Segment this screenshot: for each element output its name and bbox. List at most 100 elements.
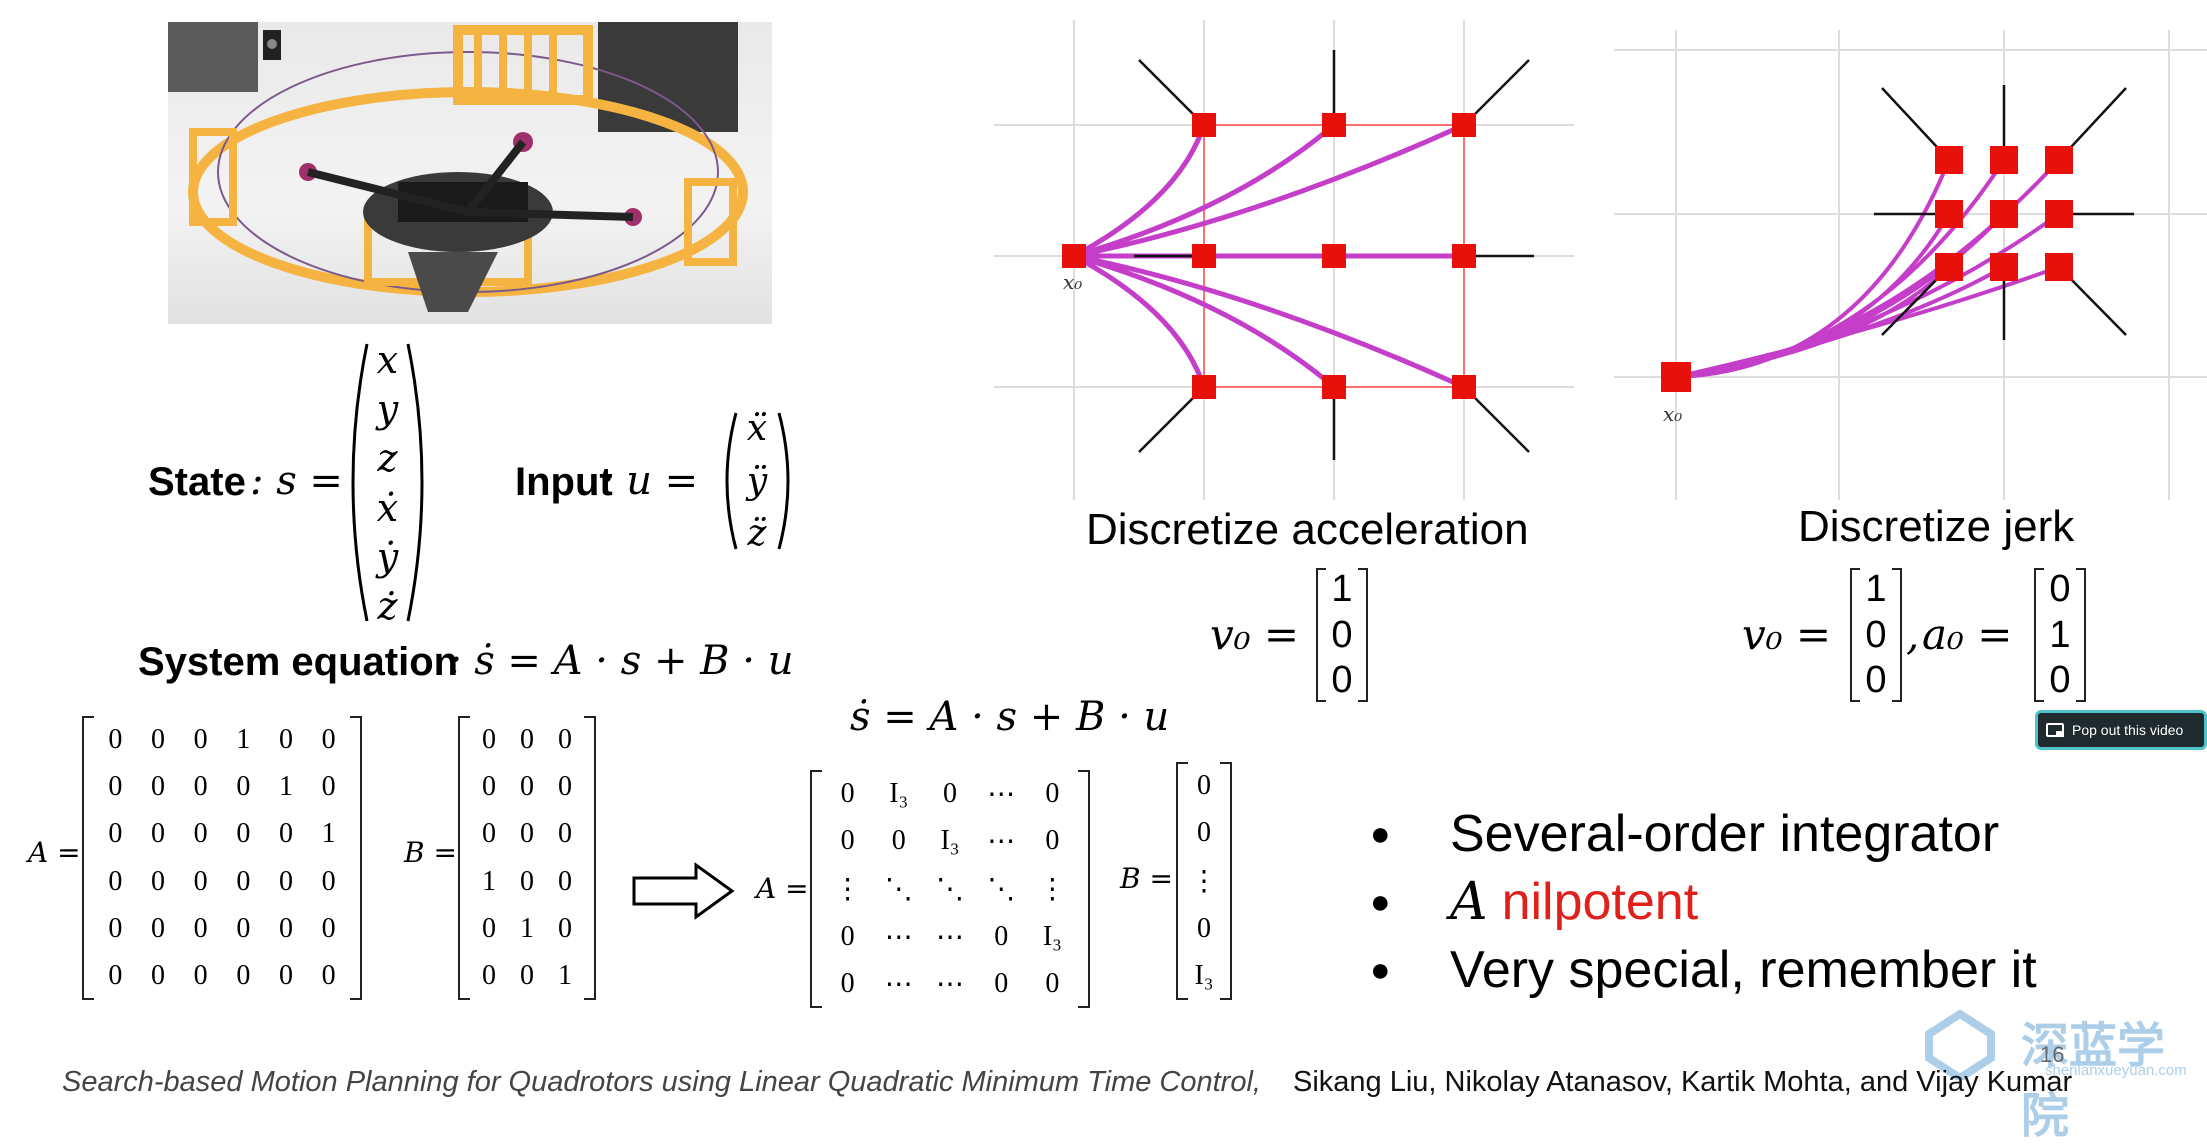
matrix-cell: ⋱	[935, 873, 964, 905]
vector-entry: 0	[1865, 659, 1887, 701]
matrix-cell: 1	[236, 723, 251, 755]
matrix-cell: 0	[236, 912, 251, 944]
matrix-cell: ⋯	[987, 826, 1016, 858]
compact-matrix-a: 0 I₃ 0 ⋯ 0 0 0 I₃ ⋯ 0 ⋮ ⋱ ⋱ ⋱ ⋮ 0 ⋯ ⋯ 0 I₃ 0 ⋯ ⋯ 0 0	[810, 770, 1090, 1008]
state-entry: ẏ	[376, 534, 399, 579]
matrix-cell: 0	[558, 818, 572, 850]
vector-entry: 0	[2049, 659, 2071, 701]
jerk-separator: ,	[1906, 610, 1920, 659]
matrix-cell: 0	[482, 770, 496, 802]
quadrotor-photo	[168, 22, 772, 324]
popout-icon	[2046, 723, 2064, 737]
matrix-cell: ⋯	[884, 921, 913, 953]
matrix-cell: 0	[150, 770, 165, 802]
matrix-cell: ⋯	[935, 921, 964, 953]
matrix-cell: 0	[150, 865, 165, 897]
bracket-right	[1078, 770, 1090, 1008]
accel-v0-vector: 1 0 0	[1316, 568, 1368, 702]
matrix-cell: 0	[278, 912, 293, 944]
matrix-cell: 0	[520, 865, 534, 897]
watermark-url: shenlanxueyuan.com	[2045, 1062, 2187, 1079]
matrix-cell: 0	[482, 912, 496, 944]
matrix-cell: 0	[1197, 912, 1211, 944]
matrix-cell: 0	[321, 723, 336, 755]
bullet-text: Several-order integrator	[1450, 805, 2000, 863]
matrix-cell: 0	[278, 723, 293, 755]
state-entry: ż	[377, 583, 398, 628]
vector-entry: 0	[1331, 613, 1353, 656]
jerk-x0-label: x₀	[1663, 402, 1683, 426]
quadrotor-illustration	[168, 22, 748, 312]
matrix-cell: 0	[482, 723, 496, 755]
matrix-cell: 0	[193, 723, 208, 755]
state-vector-entries: x y z ẋ ẏ ż	[365, 338, 410, 628]
matrix-cell: 0	[994, 920, 1009, 952]
matrix-cell: 1	[321, 818, 336, 850]
matrix-cell: 0	[321, 770, 336, 802]
matrix-cell: 0	[1197, 769, 1211, 801]
matrix-cell: ⋱	[987, 873, 1016, 905]
jerk-a0-vector: 0 1 0	[2034, 568, 2086, 702]
matrix-cell: ⋮	[1190, 865, 1218, 897]
bracket-left	[2034, 568, 2044, 702]
matrix-cell: 0	[1045, 825, 1060, 857]
state-label: State	[148, 460, 246, 504]
matrix-cell: 0	[150, 818, 165, 850]
matrix-cell: 0	[1197, 817, 1211, 849]
bullet-dot: ●	[1370, 950, 1391, 989]
matrix-cell: 0	[108, 912, 123, 944]
matrix-cell: 0	[891, 825, 906, 857]
bracket-left	[1850, 568, 1860, 702]
bracket-right	[1892, 568, 1902, 702]
citation-authors: Sikang Liu, Nikolay Atanasov, Kartik Moh…	[1293, 1066, 2073, 1098]
matrix-cell: 0	[520, 960, 534, 992]
matrix-cell: I₃	[940, 825, 960, 857]
pop-out-label: Pop out this video	[2072, 722, 2184, 738]
state-vector-parens	[351, 343, 424, 622]
matrix-cell: 0	[150, 723, 165, 755]
matrix-cell: I₃	[1194, 960, 1214, 992]
bullet-item: ● A nilpotent	[1370, 868, 2037, 936]
bracket-right	[2076, 568, 2086, 702]
matrix-cell: 1	[520, 912, 534, 944]
matrix-cell: 0	[482, 818, 496, 850]
matrix-cell: 0	[108, 723, 123, 755]
matrix-cell: 0	[520, 770, 534, 802]
pop-out-video-button[interactable]: Pop out this video	[2035, 710, 2207, 750]
vector-entry: 0	[1865, 613, 1887, 656]
vector-entry: 1	[1331, 568, 1353, 610]
matrix-cell: 1	[482, 865, 496, 897]
input-entry: ẍ	[746, 408, 768, 449]
bracket-right	[1220, 762, 1232, 1000]
matrix-cell: 0	[278, 865, 293, 897]
matrix-cell: 0	[840, 968, 855, 1000]
accel-v0-entries: 1 0 0	[1316, 568, 1368, 702]
matrix-cell: 0	[840, 825, 855, 857]
matrix-cell: 0	[520, 818, 534, 850]
matrix-cell: 0	[558, 770, 572, 802]
bullet-item: ● Very special, remember it	[1370, 936, 2037, 1004]
bracket-left	[810, 770, 822, 1008]
system-equation-label: System equation	[138, 640, 459, 684]
bullet-text-highlight: nilpotent	[1501, 873, 1699, 931]
input-vector-entries: ẍ ÿ z̈	[734, 408, 780, 554]
jerk-v0-entries: 1 0 0	[1850, 568, 1902, 702]
matrix-cell: 0	[193, 960, 208, 992]
matrix-cell: 0	[558, 723, 572, 755]
bracket-left	[458, 716, 470, 1000]
state-entry: x	[376, 338, 399, 382]
matrix-cell: 0	[840, 920, 855, 952]
accel-v0-label: v₀ =	[1210, 610, 1300, 659]
matrix-cell: 0	[482, 960, 496, 992]
compact-equation: ṡ = A · s + B · u	[850, 694, 1170, 740]
watermark-logo-icon	[1925, 1010, 1995, 1080]
matrix-cell: 0	[193, 912, 208, 944]
matrix-cell: 0	[321, 960, 336, 992]
bracket-left	[1316, 568, 1326, 702]
bracket-right	[584, 716, 596, 1000]
bracket-left	[1176, 762, 1188, 1000]
matrix-cell: ⋯	[884, 969, 913, 1001]
